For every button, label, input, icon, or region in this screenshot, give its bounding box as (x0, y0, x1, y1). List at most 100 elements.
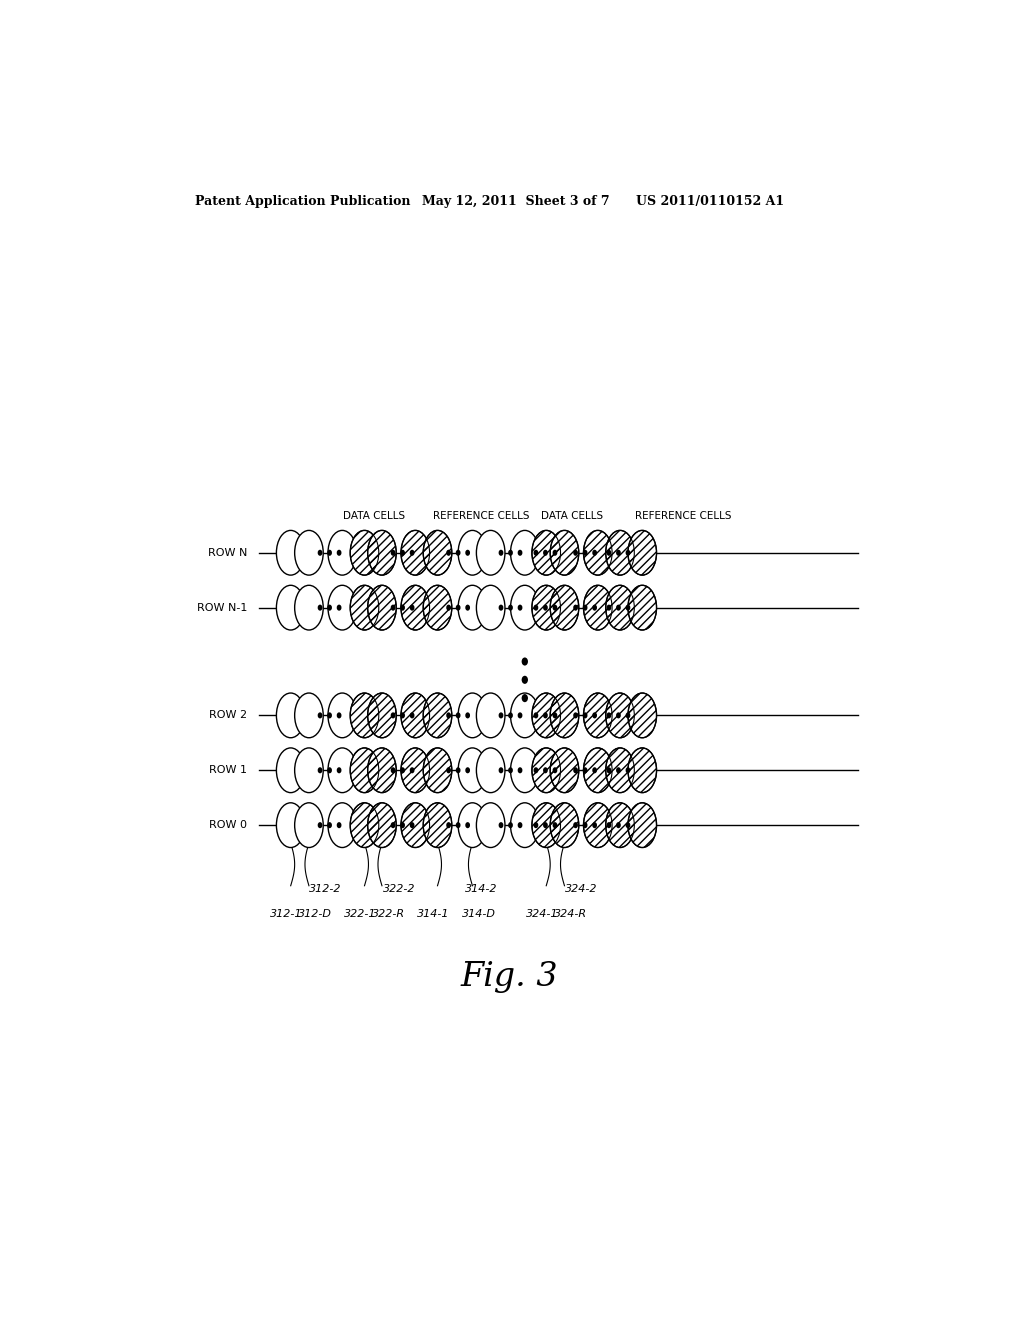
Circle shape (446, 713, 451, 718)
Ellipse shape (531, 803, 560, 847)
Circle shape (583, 549, 588, 556)
Text: 314-2: 314-2 (465, 884, 497, 894)
Ellipse shape (423, 693, 452, 738)
Ellipse shape (295, 803, 324, 847)
Ellipse shape (511, 531, 539, 576)
Text: 322-1: 322-1 (344, 908, 377, 919)
Circle shape (573, 605, 578, 611)
Circle shape (465, 713, 470, 718)
Ellipse shape (584, 693, 612, 738)
Ellipse shape (276, 748, 305, 792)
Text: ROW N: ROW N (208, 548, 247, 558)
Circle shape (456, 822, 461, 828)
Ellipse shape (628, 531, 656, 576)
Text: 312-2: 312-2 (309, 884, 342, 894)
Ellipse shape (368, 748, 396, 792)
Circle shape (391, 713, 395, 718)
Ellipse shape (295, 585, 324, 630)
Ellipse shape (584, 748, 612, 792)
Circle shape (518, 713, 522, 718)
Ellipse shape (511, 693, 539, 738)
Circle shape (626, 605, 631, 611)
Circle shape (317, 713, 323, 718)
Ellipse shape (328, 748, 356, 792)
Circle shape (534, 822, 539, 828)
Ellipse shape (350, 803, 379, 847)
Text: 324-1: 324-1 (526, 908, 558, 919)
Circle shape (410, 822, 415, 828)
Text: US 2011/0110152 A1: US 2011/0110152 A1 (636, 194, 784, 207)
Ellipse shape (328, 585, 356, 630)
Circle shape (553, 549, 557, 556)
Circle shape (317, 822, 323, 828)
Circle shape (626, 767, 631, 774)
Text: 312-D: 312-D (298, 908, 333, 919)
Circle shape (543, 605, 548, 611)
Ellipse shape (401, 693, 430, 738)
Circle shape (616, 822, 621, 828)
Circle shape (606, 767, 611, 774)
Ellipse shape (628, 748, 656, 792)
Circle shape (508, 822, 513, 828)
Ellipse shape (584, 803, 612, 847)
Text: 324-R: 324-R (554, 908, 588, 919)
Ellipse shape (423, 531, 452, 576)
Text: 314-1: 314-1 (418, 908, 450, 919)
Circle shape (456, 767, 461, 774)
Circle shape (543, 767, 548, 774)
Ellipse shape (584, 531, 612, 576)
Circle shape (616, 605, 621, 611)
Circle shape (391, 605, 395, 611)
Ellipse shape (606, 748, 634, 792)
Circle shape (616, 767, 621, 774)
Text: 312-1: 312-1 (270, 908, 303, 919)
Ellipse shape (276, 531, 305, 576)
Ellipse shape (350, 531, 379, 576)
Circle shape (534, 713, 539, 718)
Text: May 12, 2011  Sheet 3 of 7: May 12, 2011 Sheet 3 of 7 (422, 194, 609, 207)
Text: REFERENCE CELLS: REFERENCE CELLS (635, 511, 732, 521)
Ellipse shape (458, 803, 486, 847)
Circle shape (465, 549, 470, 556)
Circle shape (446, 822, 451, 828)
Circle shape (391, 767, 395, 774)
Circle shape (543, 713, 548, 718)
Ellipse shape (368, 803, 396, 847)
Circle shape (518, 549, 522, 556)
Circle shape (606, 713, 611, 718)
Circle shape (521, 694, 528, 702)
Ellipse shape (476, 748, 505, 792)
Ellipse shape (328, 693, 356, 738)
Circle shape (518, 605, 522, 611)
Circle shape (499, 549, 504, 556)
Text: DATA CELLS: DATA CELLS (343, 511, 406, 521)
Text: ROW N-1: ROW N-1 (197, 603, 247, 612)
Circle shape (583, 767, 588, 774)
Circle shape (328, 822, 332, 828)
Circle shape (583, 822, 588, 828)
Ellipse shape (550, 748, 579, 792)
Ellipse shape (368, 585, 396, 630)
Circle shape (465, 822, 470, 828)
Circle shape (573, 713, 578, 718)
Ellipse shape (276, 585, 305, 630)
Circle shape (328, 713, 332, 718)
Circle shape (499, 713, 504, 718)
Circle shape (583, 605, 588, 611)
Ellipse shape (550, 531, 579, 576)
Ellipse shape (401, 531, 430, 576)
Circle shape (337, 713, 341, 718)
Circle shape (543, 822, 548, 828)
Text: Fig. 3: Fig. 3 (460, 961, 558, 993)
Circle shape (573, 767, 578, 774)
Ellipse shape (531, 693, 560, 738)
Circle shape (606, 549, 611, 556)
Circle shape (508, 549, 513, 556)
Circle shape (521, 657, 528, 665)
Circle shape (534, 605, 539, 611)
Circle shape (521, 676, 528, 684)
Text: ROW 1: ROW 1 (209, 766, 247, 775)
Circle shape (446, 767, 451, 774)
Circle shape (446, 549, 451, 556)
Circle shape (543, 549, 548, 556)
